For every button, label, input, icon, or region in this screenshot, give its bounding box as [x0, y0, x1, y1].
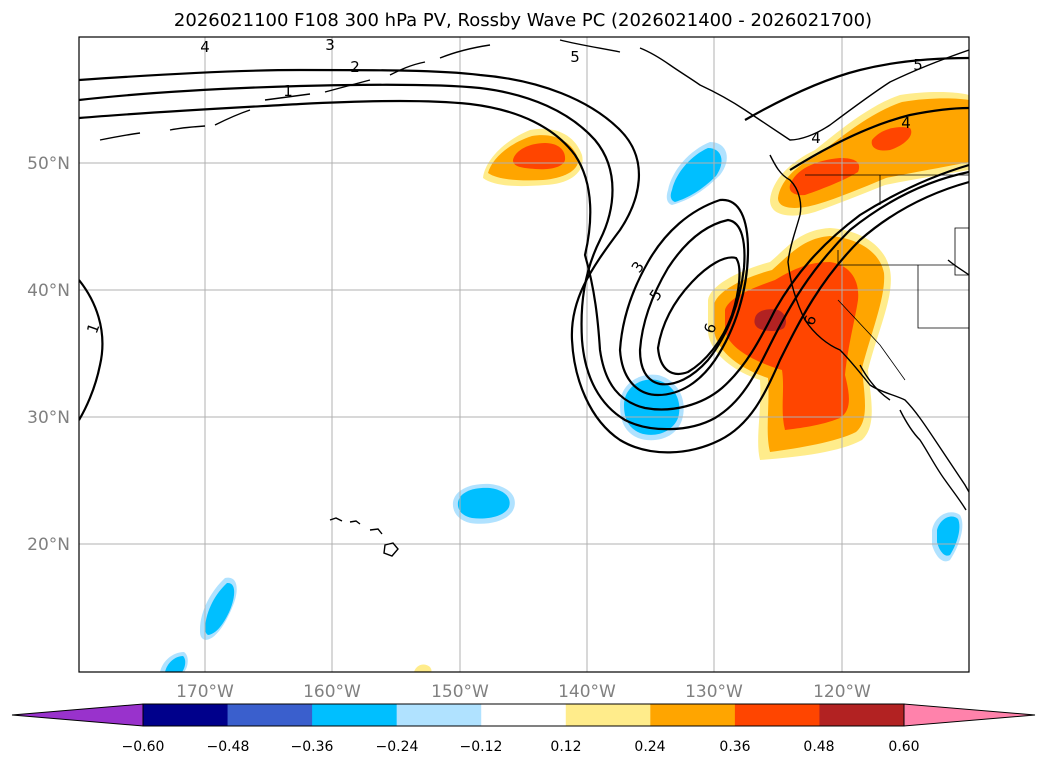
- colorbar-segment: [819, 704, 905, 726]
- colorbar-segment: [396, 704, 482, 726]
- coastlines: [99, 39, 969, 557]
- colorbar-extend-left: [11, 703, 144, 727]
- lon-label: 170°W: [176, 682, 234, 702]
- map-content: 1 2 3 4 5 6 3 5 6 4 5 1 4: [79, 36, 969, 672]
- lat-label: 20°N: [27, 535, 70, 555]
- contour-line: [656, 256, 741, 375]
- rossby-wave-contours: [79, 56, 969, 454]
- colorbar-segment: [143, 704, 229, 726]
- colorbar-tick-label: −0.48: [207, 739, 250, 755]
- colorbar-segment: [650, 704, 736, 726]
- contour-label: 1: [283, 82, 293, 100]
- lat-label: 30°N: [27, 408, 70, 428]
- contour-line: [789, 106, 969, 171]
- positive-anomaly-yellow: [414, 664, 432, 672]
- contour-line: [79, 99, 969, 411]
- north-america-coastline: [639, 47, 969, 493]
- lon-label: 120°W: [813, 682, 871, 702]
- negative-anomaly-blue: [165, 656, 186, 672]
- latitude-labels: 20°N 30°N 40°N 50°N: [27, 154, 70, 555]
- positive-anomaly-red: [725, 262, 859, 430]
- lon-label: 150°W: [431, 682, 489, 702]
- map-frame: [78, 36, 970, 673]
- negative-anomaly-blue: [624, 379, 680, 435]
- contour-label: 4: [200, 38, 210, 56]
- contour-line: [79, 83, 969, 431]
- positive-anomaly-red: [871, 127, 912, 151]
- colorbar-tick-label: 0.24: [634, 739, 665, 755]
- colorbar-segment: [481, 704, 567, 726]
- lat-label: 50°N: [27, 154, 70, 174]
- colorbar-segment: [565, 704, 651, 726]
- colorbar-segment: [312, 704, 398, 726]
- colorbar-tick-label: −0.36: [291, 739, 334, 755]
- colorbar-segment: [227, 704, 313, 726]
- contour-line: [79, 68, 969, 454]
- baja-coastline: [859, 364, 967, 511]
- contour-line: [79, 279, 104, 421]
- colorbar-tick-label: 0.36: [719, 739, 750, 755]
- colorbar: −0.60 −0.48 −0.36 −0.24 −0.12 0.12 0.24 …: [11, 703, 1036, 755]
- lat-label: 40°N: [27, 281, 70, 301]
- hawaii-islands: [329, 517, 399, 557]
- colorbar-frame: [142, 703, 905, 727]
- colorbar-tick-label: 0.48: [803, 739, 834, 755]
- contour-label: 5: [570, 48, 580, 66]
- colorbar-tick-label: 0.60: [888, 739, 919, 755]
- contour-line: [744, 56, 969, 121]
- colorbar-tick-label: −0.12: [460, 739, 503, 755]
- colorbar-extend-right: [903, 703, 1036, 727]
- lon-label: 160°W: [303, 682, 361, 702]
- map-panel: 1 2 3 4 5 6 3 5 6 4 5 1 4 20°N 30°N 40°N…: [27, 36, 970, 702]
- negative-anomaly-blue: [937, 516, 960, 556]
- gridlines: [79, 37, 969, 672]
- contour-label: 5: [913, 56, 923, 74]
- contour-line: [618, 198, 750, 397]
- contour-label: 4: [811, 129, 821, 147]
- contour-label: 4: [901, 114, 911, 132]
- colorbar-tick-label: −0.60: [122, 739, 165, 755]
- lon-label: 140°W: [558, 682, 616, 702]
- lon-label: 130°W: [685, 682, 743, 702]
- negative-anomaly-blue: [205, 582, 235, 635]
- contour-label: 3: [325, 36, 335, 54]
- longitude-labels: 170°W 160°W 150°W 140°W 130°W 120°W: [176, 682, 871, 702]
- contour-line: [638, 218, 746, 386]
- colorbar-tick-label: 0.12: [550, 739, 581, 755]
- figure-title: 2026021100 F108 300 hPa PV, Rossby Wave …: [174, 10, 872, 31]
- negative-anomaly-blue: [457, 487, 510, 519]
- contour-label: 2: [350, 58, 360, 76]
- negative-anomaly-blue: [670, 148, 722, 202]
- colorbar-tick-label: −0.24: [376, 739, 419, 755]
- colorbar-segment: [734, 704, 820, 726]
- colorbar-ticks: −0.60 −0.48 −0.36 −0.24 −0.12 0.12 0.24 …: [122, 739, 920, 755]
- colorbar-segments: [11, 703, 1036, 727]
